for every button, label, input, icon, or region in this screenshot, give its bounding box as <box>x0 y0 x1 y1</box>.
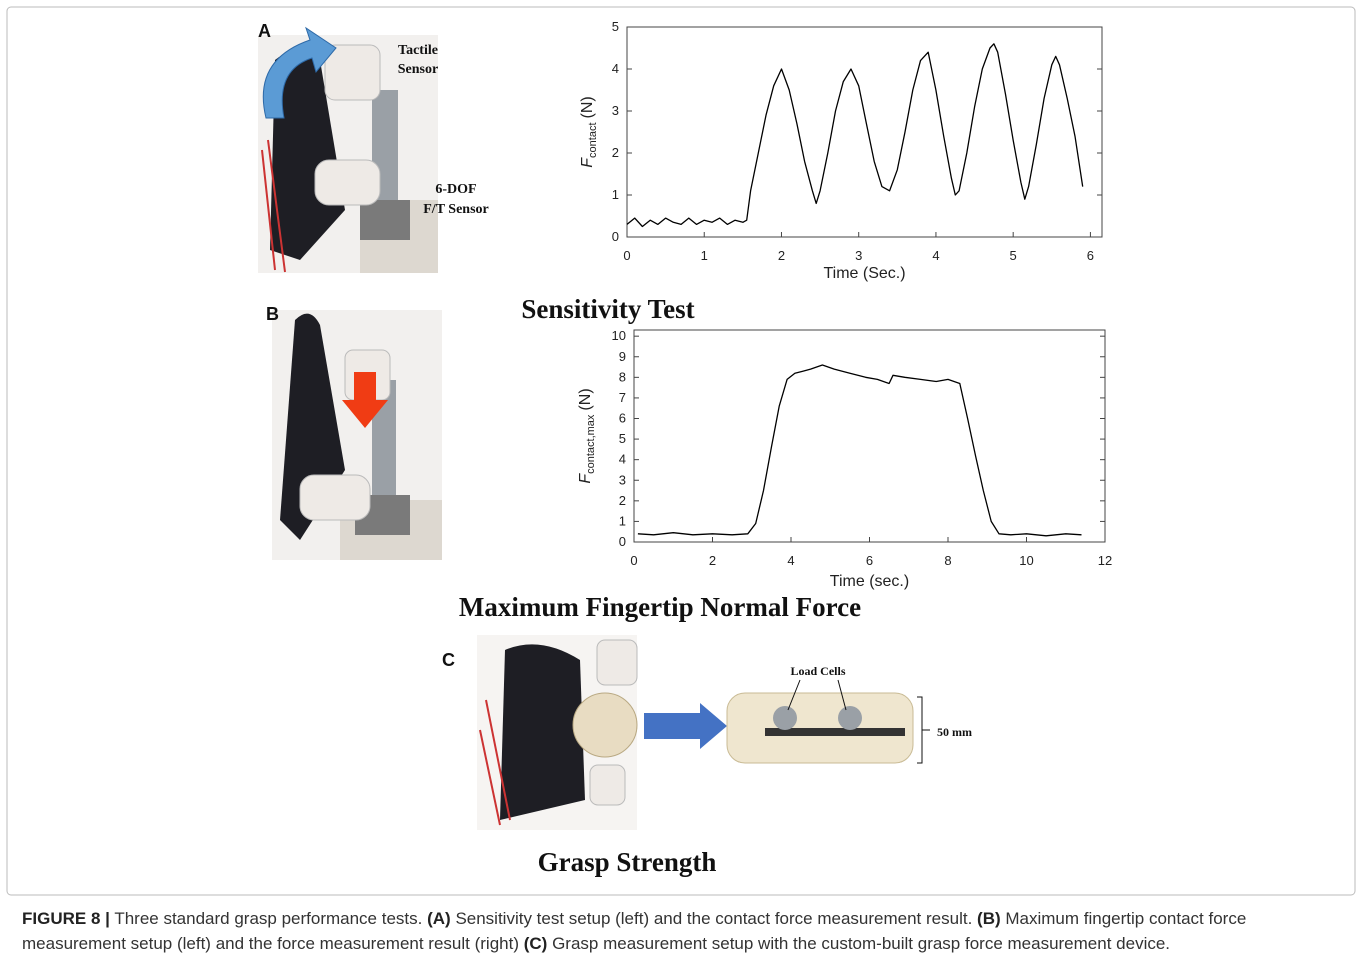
caption-text: Sensitivity test setup (left) and the co… <box>455 909 972 928</box>
y-tick-label: 6 <box>619 411 626 426</box>
x-tick-label: 10 <box>1019 553 1033 568</box>
x-tick-label: 2 <box>709 553 716 568</box>
y-tick-label: 9 <box>619 349 626 364</box>
caption: FIGURE 8 | Three standard grasp performa… <box>22 906 1342 956</box>
x-tick-label: 2 <box>778 248 785 263</box>
y-axis-unit: (N) <box>577 388 594 410</box>
y-tick-label: 2 <box>612 145 619 160</box>
page: A B C Tactile Sensor 6-DOF F/T Sensor Lo… <box>0 0 1362 965</box>
y-tick-label: 4 <box>612 61 619 76</box>
photo-c <box>477 635 930 830</box>
y-tick-label: 2 <box>619 493 626 508</box>
panel-label: B <box>266 304 279 324</box>
plot-frame <box>634 330 1105 542</box>
caption-label: FIGURE 8 | <box>22 909 110 928</box>
caption-text: (A) <box>427 909 451 928</box>
x-axis-label: Time (sec.) <box>830 573 909 590</box>
y-tick-label: 5 <box>619 431 626 446</box>
figure: A B C Tactile Sensor 6-DOF F/T Sensor Lo… <box>0 0 1362 900</box>
y-axis-label: Fcontact(N) <box>579 96 599 167</box>
y-axis-label: Fcontact,max(N) <box>577 388 597 483</box>
x-tick-label: 3 <box>855 248 862 263</box>
y-tick-label: 1 <box>612 187 619 202</box>
panel-title: Maximum Fingertip Normal Force <box>459 592 861 622</box>
x-tick-label: 8 <box>944 553 951 568</box>
y-tick-label: 7 <box>619 390 626 405</box>
x-tick-label: 4 <box>932 248 939 263</box>
photo-label: 6-DOF <box>435 182 476 197</box>
photo-label: Tactile <box>398 43 438 58</box>
caption-text: (C) <box>524 934 548 953</box>
y-axis-subscript: contact,max <box>585 414 597 474</box>
photo-label: 50 mm <box>937 725 972 739</box>
y-tick-label: 4 <box>619 452 626 467</box>
data-line <box>627 44 1083 227</box>
panel-title: Grasp Strength <box>538 847 717 877</box>
plot-frame <box>627 27 1102 237</box>
y-tick-label: 3 <box>612 103 619 118</box>
data-line <box>638 365 1082 536</box>
y-tick-label: 5 <box>612 19 619 34</box>
x-tick-label: 0 <box>623 248 630 263</box>
x-tick-label: 6 <box>866 553 873 568</box>
caption-text: Three standard grasp performance tests. <box>114 909 422 928</box>
x-tick-label: 0 <box>630 553 637 568</box>
x-axis-label: Time (Sec.) <box>823 265 905 282</box>
y-tick-label: 1 <box>619 513 626 528</box>
y-tick-label: 8 <box>619 369 626 384</box>
caption-text: Grasp measurement setup with the custom-… <box>552 934 1170 953</box>
x-tick-label: 4 <box>787 553 794 568</box>
y-axis-subscript: contact <box>587 122 599 157</box>
y-tick-label: 10 <box>612 328 626 343</box>
photo-label: F/T Sensor <box>423 202 488 217</box>
photo-label: Sensor <box>398 62 438 77</box>
photo-label: Load Cells <box>790 664 845 678</box>
y-tick-label: 0 <box>619 534 626 549</box>
panel-title: Sensitivity Test <box>521 294 694 324</box>
y-tick-label: 0 <box>612 229 619 244</box>
y-tick-label: 3 <box>619 472 626 487</box>
x-tick-label: 5 <box>1010 248 1017 263</box>
figure-border <box>7 7 1355 895</box>
panel-label: A <box>258 21 271 41</box>
photo-b <box>272 310 442 560</box>
x-tick-label: 12 <box>1098 553 1112 568</box>
y-axis-unit: (N) <box>579 96 596 118</box>
x-tick-label: 1 <box>701 248 708 263</box>
caption-text: (B) <box>977 909 1001 928</box>
panel-label: C <box>442 650 455 670</box>
x-tick-label: 6 <box>1087 248 1094 263</box>
